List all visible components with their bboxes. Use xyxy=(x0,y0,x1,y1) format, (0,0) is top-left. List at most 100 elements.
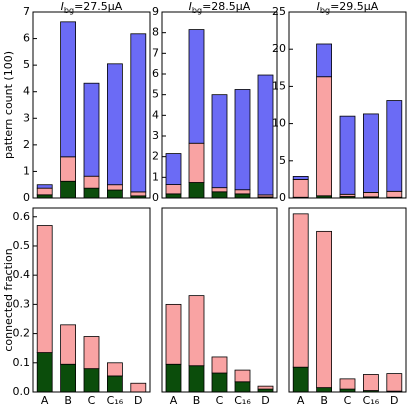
bar-segment xyxy=(83,187,100,199)
y-tick-label: 9 xyxy=(152,5,159,18)
panel: 0 5 10 15 20 25 Ibg=29.5μA xyxy=(272,0,407,204)
y-tick-label: 0.4 xyxy=(13,268,31,281)
title-value: =27.5μA xyxy=(74,0,123,13)
x-tick-label: C xyxy=(88,394,96,407)
y-tick-label: 10 xyxy=(272,117,286,130)
title-symbol: I xyxy=(61,0,64,13)
bar-segment xyxy=(292,366,309,393)
bar-segment xyxy=(386,100,403,192)
bar-segment xyxy=(130,191,147,197)
x-tick-label: D xyxy=(261,394,269,407)
axes-frame xyxy=(32,11,151,199)
title-subscript: bg xyxy=(64,6,74,15)
x-tick-label: C₁₆ xyxy=(234,394,251,407)
y-tick-label: 4 xyxy=(23,85,30,98)
x-tick-label: B xyxy=(64,394,72,407)
bar-segment xyxy=(130,33,147,193)
y-tick-label: 6 xyxy=(152,67,159,80)
bar-segment xyxy=(292,213,309,368)
bar-segment xyxy=(83,82,100,177)
bar-segment xyxy=(316,76,333,197)
bar-segment xyxy=(130,382,147,393)
bar-segment xyxy=(339,378,356,390)
bar-segment xyxy=(83,336,100,370)
title-subscript: bg xyxy=(320,6,330,15)
axes-frame xyxy=(161,207,278,393)
bar-segment xyxy=(234,381,251,393)
bar-segment xyxy=(292,176,309,180)
bar-segment xyxy=(188,295,205,367)
bar-segment xyxy=(211,372,228,393)
bar-segment xyxy=(188,365,205,393)
panel: 0 1 2 3 4 5 6 7 8 9 Ibg=28.5μA xyxy=(152,0,278,204)
y-tick-label: 0.5 xyxy=(13,239,31,252)
y-tick-label: 0 xyxy=(279,191,286,204)
bar-segment xyxy=(386,190,403,198)
bar-segment xyxy=(60,324,76,365)
y-tick-label: 0.0 xyxy=(13,385,31,398)
x-tick-label: C xyxy=(344,394,352,407)
panel-title: Ibg=29.5μA xyxy=(317,0,379,15)
y-tick-label: 0 xyxy=(23,191,30,204)
bar-segment xyxy=(60,21,76,158)
bar-segment xyxy=(211,191,228,199)
bar-segment xyxy=(165,303,182,365)
axes-frame xyxy=(288,207,407,393)
bar-segment xyxy=(362,192,379,198)
x-tick-label: A xyxy=(297,394,305,407)
y-tick-label: 5 xyxy=(279,154,286,167)
bar-segment xyxy=(83,368,100,393)
x-tick-label: C₁₆ xyxy=(363,394,380,407)
bar-segment xyxy=(234,369,251,383)
y-tick-label: 4 xyxy=(152,108,159,121)
y-tick-label: 7 xyxy=(23,5,30,18)
y-tick-label: 0.1 xyxy=(13,356,31,369)
x-tick-label: A xyxy=(170,394,178,407)
bar-segment xyxy=(386,373,403,392)
bar-segment xyxy=(362,374,379,391)
title-subscript: bg xyxy=(192,6,202,15)
bar-segment xyxy=(211,94,228,189)
panel: 0 1 2 3 4 5 6 7 Ibg=27.5μA pattern count (100) xyxy=(2,0,151,204)
panel-title: Ibg=27.5μA xyxy=(61,0,123,15)
x-tick-label: B xyxy=(193,394,201,407)
panel: A B C C₁₆ D xyxy=(161,207,278,407)
bar-segment xyxy=(107,362,123,377)
bar-segment xyxy=(165,153,182,185)
bar-segment xyxy=(362,113,379,193)
y-tick-label: 0 xyxy=(152,191,159,204)
y-axis-label: connected fraction xyxy=(2,248,15,351)
bar-segment xyxy=(107,63,123,186)
bar-segment xyxy=(36,352,53,393)
bar-segment xyxy=(234,189,251,195)
x-tick-label: A xyxy=(41,394,49,407)
title-value: =29.5μA xyxy=(330,0,379,13)
y-tick-label: 15 xyxy=(272,79,286,92)
bar-segment xyxy=(257,74,274,196)
bar-segment xyxy=(188,182,205,199)
panel-title: Ibg=28.5μA xyxy=(189,0,251,15)
x-tick-label: C₁₆ xyxy=(107,394,124,407)
bar-segment xyxy=(316,387,333,393)
y-tick-label: 2 xyxy=(152,150,159,163)
axes-frame xyxy=(161,11,278,199)
y-tick-label: 3 xyxy=(23,111,30,124)
title-symbol: I xyxy=(189,0,192,13)
y-tick-label: 3 xyxy=(152,129,159,142)
title-value: =28.5μA xyxy=(202,0,251,13)
axes-frame xyxy=(32,207,151,393)
bar-segment xyxy=(211,187,228,193)
bar-segment xyxy=(83,175,100,189)
x-tick-label: D xyxy=(390,394,398,407)
bar-segment xyxy=(234,193,251,199)
bar-segment xyxy=(107,375,123,393)
bar-segment xyxy=(257,385,274,390)
x-tick-label: B xyxy=(320,394,328,407)
y-tick-label: 5 xyxy=(23,58,30,71)
panel: A B C C₁₆ D xyxy=(288,207,407,407)
y-tick-label: 1 xyxy=(152,170,159,183)
y-tick-label: 1 xyxy=(23,164,30,177)
y-tick-label: 6 xyxy=(23,32,30,45)
